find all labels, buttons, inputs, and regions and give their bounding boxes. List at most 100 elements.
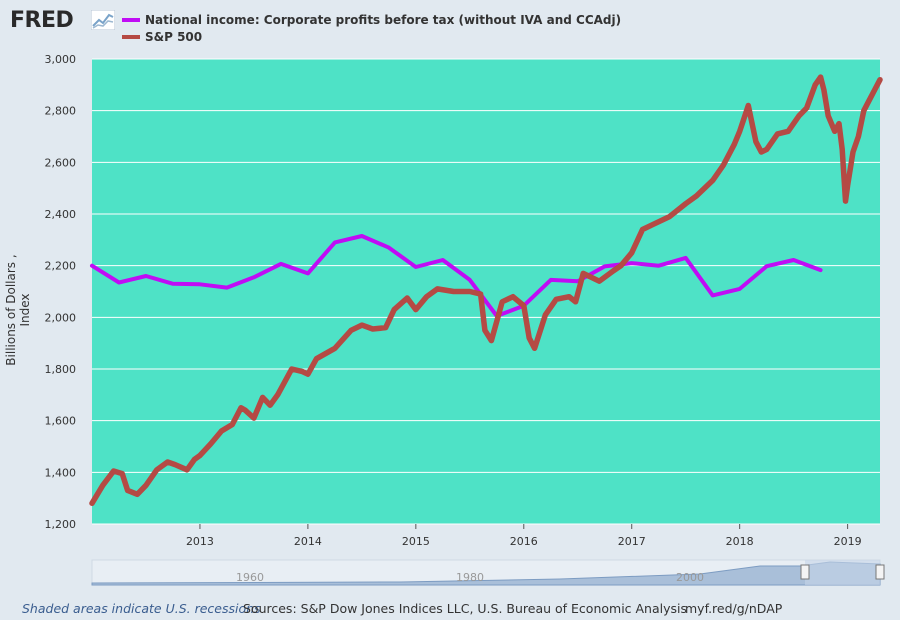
fred-logo[interactable]: FRED (10, 8, 74, 33)
y-tick-label: 2,800 (45, 105, 77, 118)
data-point-s1-60 (710, 178, 715, 183)
data-point-s1-70 (797, 113, 802, 118)
recession-note: Shaded areas indicate U.S. recessions (22, 601, 261, 616)
data-point-s1-85 (872, 88, 877, 92)
data-point-s1-62 (732, 142, 737, 147)
data-point-s0-25 (765, 264, 769, 268)
data-point-s1-28 (359, 323, 364, 328)
x-tick-label: 2014 (294, 535, 322, 548)
data-point-s1-2 (111, 469, 116, 474)
data-point-s1-65 (753, 139, 758, 144)
legend-swatch-profits (122, 17, 140, 22)
legend-item-profits[interactable]: National income: Corporate profits befor… (122, 11, 621, 28)
data-point-s0-14 (468, 278, 472, 282)
data-point-s1-71 (804, 106, 809, 111)
y-tick-label: 1,600 (45, 415, 77, 428)
legend-label-profits: National income: Corporate profits befor… (145, 12, 622, 27)
data-point-s1-33 (413, 307, 418, 312)
legend-swatch-sp500 (122, 34, 140, 39)
data-point-s1-67 (764, 147, 769, 152)
data-point-s1-74 (821, 88, 826, 92)
data-point-s1-34 (424, 294, 429, 299)
data-point-s1-73 (818, 75, 823, 80)
data-point-s1-25 (314, 356, 319, 361)
data-point-s1-69 (786, 129, 791, 134)
series-group (89, 74, 883, 507)
data-point-s1-27 (349, 328, 354, 333)
legend-item-sp500[interactable]: S&P 500 (122, 28, 621, 45)
data-point-s0-17 (549, 278, 553, 282)
fred-chart-icon (91, 10, 115, 30)
data-point-s0-20 (630, 261, 634, 265)
data-point-s1-5 (135, 492, 140, 497)
data-point-s0-12 (414, 265, 418, 269)
y-tick-label: 1,800 (45, 363, 77, 376)
y-tick-label: 2,200 (45, 260, 77, 273)
data-point-s0-27 (819, 268, 823, 272)
data-point-s1-19 (260, 395, 265, 400)
data-point-s1-6 (143, 483, 148, 488)
data-point-s0-1 (117, 280, 121, 285)
data-point-s1-22 (289, 367, 294, 371)
data-point-s1-54 (629, 250, 634, 255)
y-axis-ticks: 1,200 1,400 1,600 1,800 2,000 2,200 2,400 2,600… (45, 53, 77, 531)
data-point-s1-43 (521, 303, 526, 308)
data-point-s1-13 (208, 441, 213, 446)
data-point-s1-16 (238, 405, 243, 410)
data-point-s0-13 (441, 258, 445, 262)
data-point-s0-4 (198, 282, 202, 286)
x-tick-label: 2019 (834, 535, 862, 548)
data-point-s1-26 (332, 346, 337, 351)
data-point-s1-63 (737, 129, 742, 134)
data-point-s1-31 (392, 307, 397, 312)
data-point-s1-41 (500, 299, 505, 304)
y-tick-label: 1,200 (45, 518, 77, 531)
data-point-s1-14 (219, 429, 224, 433)
x-tick-label: 2017 (618, 535, 646, 548)
data-point-s1-66 (759, 150, 764, 154)
y-tick-label: 2,000 (45, 311, 77, 324)
range-navigator[interactable]: 1960 1980 2000 (91, 559, 885, 586)
data-point-s1-56 (651, 222, 656, 227)
data-point-s1-68 (775, 131, 780, 136)
data-point-s0-23 (711, 293, 715, 297)
data-point-s0-9 (333, 240, 337, 245)
data-point-s0-24 (738, 287, 742, 291)
data-point-s1-80 (845, 183, 850, 188)
y-tick-label: 3,000 (45, 53, 77, 66)
data-point-s1-82 (856, 134, 861, 139)
navigator-area (91, 561, 881, 586)
data-point-s1-47 (554, 297, 559, 302)
data-point-s1-4 (125, 488, 130, 493)
data-point-s1-21 (275, 392, 280, 397)
gridlines (92, 58, 880, 525)
data-point-s1-45 (532, 346, 537, 351)
data-point-s1-29 (370, 326, 375, 331)
x-tick-label: 2013 (186, 535, 214, 548)
data-point-s1-64 (746, 103, 751, 108)
short-link[interactable]: myf.red/g/nDAP (685, 601, 783, 616)
data-point-s1-77 (836, 121, 841, 126)
data-point-s1-1 (100, 483, 105, 488)
data-point-s1-49 (573, 299, 578, 304)
chart-area: 1,200 1,400 1,600 1,800 2,000 2,200 2,400 2,600… (45, 53, 885, 586)
series-line-0 (90, 234, 823, 318)
data-point-s1-20 (268, 403, 273, 408)
x-tick-label: 2018 (726, 535, 754, 548)
data-point-s1-9 (173, 462, 178, 467)
data-point-s1-42 (510, 294, 515, 299)
data-point-s1-48 (567, 294, 572, 299)
data-point-s0-0 (90, 264, 94, 268)
data-point-s1-3 (120, 471, 125, 476)
data-point-s0-19 (603, 264, 607, 269)
legend-label-sp500: S&P 500 (145, 29, 203, 44)
data-point-s0-10 (360, 234, 364, 238)
navigator-handle-right (875, 564, 885, 580)
data-point-s1-86 (878, 77, 882, 82)
data-point-s0-26 (792, 258, 796, 262)
y-tick-label: 2,600 (45, 156, 77, 169)
data-point-s1-0 (90, 501, 94, 506)
plot-background (92, 59, 880, 524)
data-point-s1-17 (243, 408, 248, 413)
data-point-s0-7 (279, 262, 283, 266)
